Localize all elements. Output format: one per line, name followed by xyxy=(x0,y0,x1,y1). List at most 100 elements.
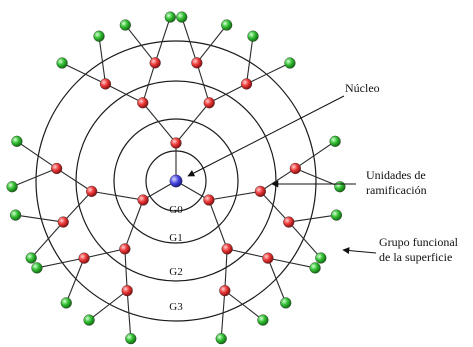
bond-lines xyxy=(11,16,341,339)
bond-g3-to-surface xyxy=(65,257,85,304)
surface-functional-group xyxy=(9,209,22,221)
branching-unit-g3 xyxy=(78,252,90,264)
core-arrow xyxy=(187,95,345,177)
branching-unit-g3 xyxy=(283,216,295,228)
bond-g3-to-surface xyxy=(220,290,226,339)
surface-functional-group xyxy=(257,314,269,326)
bond-g2-to-g3 xyxy=(62,190,93,223)
surface-functional-group xyxy=(284,57,296,69)
branching-unit-g2 xyxy=(254,185,266,197)
branching-unit-g2 xyxy=(137,97,149,109)
bond-g3-to-surface xyxy=(196,24,228,64)
surface-functional-group xyxy=(329,135,341,147)
surface-functional-group xyxy=(93,30,105,42)
branching-label-line2: ramificación xyxy=(366,183,427,197)
generation-label-g0: G0 xyxy=(169,204,183,216)
surface-functional-group xyxy=(330,209,343,221)
branching-unit-g1 xyxy=(137,194,149,206)
bond-g3-to-surface xyxy=(16,140,57,169)
generation-label-g1: G1 xyxy=(169,232,182,244)
bond-g3-to-surface xyxy=(61,62,106,85)
branching-unit-g3 xyxy=(240,78,253,90)
surface-functional-group xyxy=(56,57,68,69)
bond-g1-to-g2 xyxy=(142,102,177,144)
bond-g1-to-g2 xyxy=(175,102,210,144)
bond-g1-to-g2 xyxy=(91,190,144,201)
bond-g3-to-surface xyxy=(88,290,128,321)
bond-g2-to-g3 xyxy=(208,83,247,104)
bond-g3-to-surface xyxy=(124,24,156,64)
surface-functional-group xyxy=(164,11,176,23)
surface-functional-group xyxy=(31,262,43,274)
bond-g1-to-g2 xyxy=(124,199,144,250)
branching-unit-g3 xyxy=(219,285,231,297)
surface-functional-group xyxy=(6,181,18,193)
branching-unit-g2 xyxy=(119,243,131,255)
branching-unit-g3 xyxy=(51,162,63,175)
bond-g3-to-surface xyxy=(288,214,337,223)
core-node xyxy=(169,174,183,188)
bond-g3-to-surface xyxy=(15,214,64,223)
bond-g2-to-g3 xyxy=(83,248,125,259)
bond-g3-to-surface xyxy=(30,221,64,259)
bond-g1-to-g2 xyxy=(208,199,228,250)
bond-g3-to-surface xyxy=(154,16,171,63)
bond-g2-to-g3 xyxy=(196,62,210,103)
branching-unit-g2 xyxy=(203,97,215,109)
surface-group-arrow xyxy=(342,247,377,255)
bond-g2-to-g3 xyxy=(224,248,228,291)
branching-unit-g2 xyxy=(86,185,98,197)
bond-g3-to-surface xyxy=(126,290,132,339)
surface-functional-group xyxy=(25,252,37,264)
generation-label-g3: G3 xyxy=(169,301,183,313)
branching-unit-g3 xyxy=(149,57,161,69)
branching-unit-g2 xyxy=(221,243,233,255)
bond-g2-to-g3 xyxy=(105,83,144,104)
branching-unit-g3 xyxy=(262,252,274,264)
surface-functional-group xyxy=(334,181,346,193)
bond-g1-to-g2 xyxy=(208,190,261,201)
generation-label-g2: G2 xyxy=(169,266,182,278)
branching-unit-g3 xyxy=(191,57,203,69)
branching-label-line1: Unidades de xyxy=(366,168,426,182)
bond-g2-to-g3 xyxy=(124,248,128,291)
generation-ring-1 xyxy=(113,118,239,244)
bond-g3-to-surface xyxy=(181,16,198,63)
bond-g2-to-g3 xyxy=(142,62,156,103)
dendrimer-nodes xyxy=(6,11,346,345)
branching-unit-g3 xyxy=(57,216,69,228)
bond-g3-to-surface xyxy=(288,221,322,259)
surface-group-label-line2: de la superficie xyxy=(379,250,452,264)
bond-g2-to-g3 xyxy=(227,248,269,259)
surface-functional-group xyxy=(221,19,233,31)
bond-g3-to-surface xyxy=(267,257,287,304)
generation-ring-3 xyxy=(35,40,317,322)
branching-unit-g1 xyxy=(170,137,182,149)
bond-g3-to-surface xyxy=(245,36,254,84)
surface-functional-group xyxy=(315,252,327,264)
bond-g3-to-surface xyxy=(224,290,264,321)
surface-functional-group xyxy=(247,30,259,42)
surface-functional-group xyxy=(309,262,321,274)
surface-functional-group xyxy=(83,314,95,326)
bond-g3-to-surface xyxy=(295,140,336,169)
surface-functional-group xyxy=(280,297,292,309)
surface-functional-group xyxy=(125,333,137,345)
branching-unit-g3 xyxy=(289,162,301,175)
bond-g3-to-surface xyxy=(36,257,85,269)
surface-functional-group xyxy=(119,19,131,31)
bond-g3-to-surface xyxy=(11,167,57,188)
branching-unit-g3 xyxy=(121,285,133,297)
bond-g3-to-surface xyxy=(98,36,107,84)
branching-unit-g1 xyxy=(203,194,215,206)
surface-functional-group xyxy=(215,333,227,345)
bond-g3-to-surface xyxy=(267,257,316,269)
bond-g2-to-g3 xyxy=(56,167,92,192)
branching-unit-g3 xyxy=(99,78,112,90)
bond-g3-to-surface xyxy=(246,62,291,85)
bond-g2-to-g3 xyxy=(259,190,290,223)
surface-group-label-line1: Grupo funcional xyxy=(379,235,459,249)
bond-g2-to-g3 xyxy=(260,167,296,192)
core-label: Núcleo xyxy=(345,81,380,95)
